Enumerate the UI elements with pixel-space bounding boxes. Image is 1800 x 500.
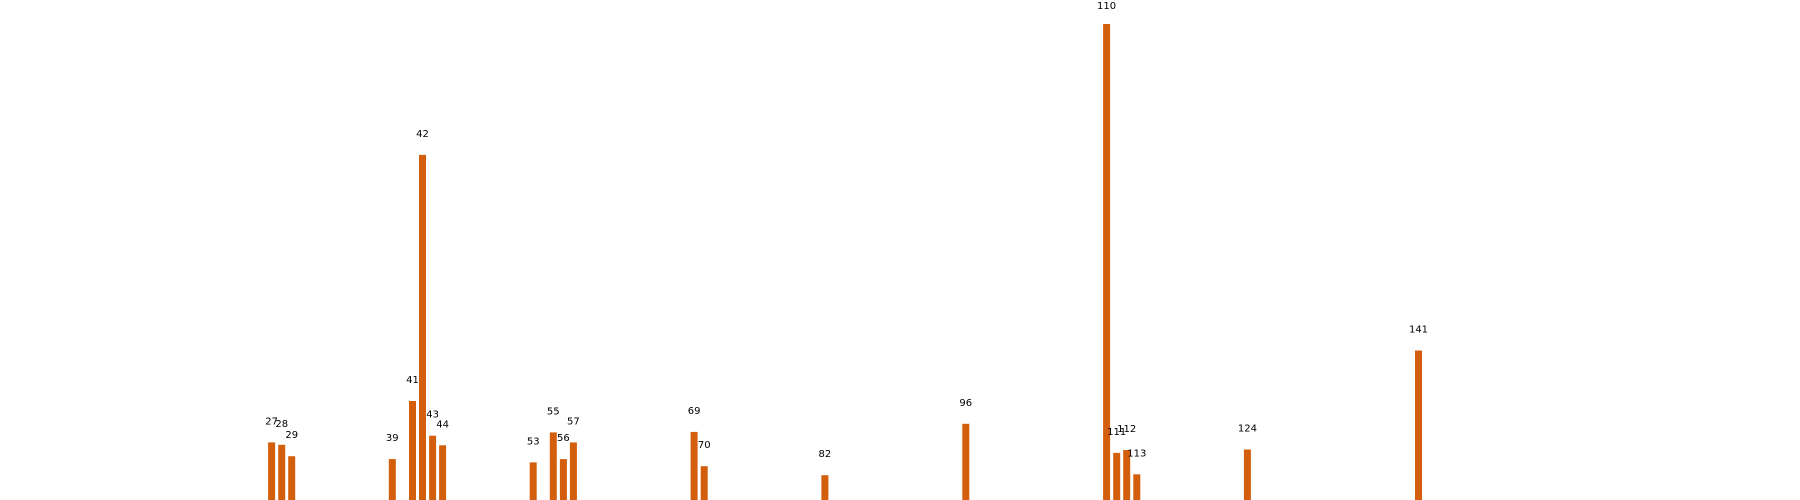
bar-57 [569, 442, 577, 500]
bar-113 [1133, 474, 1141, 500]
bar-label-82: 82 [819, 449, 832, 460]
bar-label-39: 39 [386, 433, 399, 444]
bar-82 [821, 475, 829, 500]
bar-69 [690, 431, 698, 500]
bar-label-42: 42 [416, 129, 429, 140]
bar-96 [962, 423, 970, 500]
bars-group [268, 24, 1422, 500]
bar-53 [529, 462, 537, 500]
bar-label-53: 53 [527, 436, 540, 447]
bar-label-69: 69 [688, 406, 701, 417]
bar-27 [268, 442, 276, 500]
bar-label-55: 55 [547, 406, 560, 417]
bar-label-96: 96 [959, 398, 972, 409]
bar-label-29: 29 [285, 430, 298, 441]
bar-label-44: 44 [436, 419, 449, 430]
bar-110 [1103, 24, 1111, 500]
bar-56 [559, 459, 567, 500]
bar-124 [1243, 449, 1251, 500]
bar-label-27: 27 [265, 416, 278, 427]
bar-29 [288, 456, 296, 500]
bar-43 [429, 435, 437, 500]
bar-label-124: 124 [1238, 424, 1257, 435]
bar-42 [419, 154, 426, 500]
bar-label-56: 56 [557, 433, 570, 444]
bar-label-28: 28 [275, 419, 288, 430]
bar-label-113: 113 [1127, 448, 1146, 459]
bar-70 [700, 466, 708, 500]
bar-label-57: 57 [567, 416, 580, 427]
bar-111 [1113, 452, 1121, 500]
bar-41 [409, 401, 416, 500]
bar-28 [278, 444, 286, 500]
bar-44 [439, 445, 447, 500]
bar-55 [549, 432, 557, 500]
bar-112 [1123, 450, 1131, 500]
bar-141 [1415, 350, 1422, 500]
bar-label-43: 43 [426, 410, 439, 421]
bar-label-110: 110 [1097, 1, 1116, 12]
bar-39 [388, 459, 396, 500]
bar-label-141: 141 [1409, 325, 1428, 336]
bar-label-112: 112 [1117, 424, 1136, 435]
bar-label-111: 111 [1107, 427, 1126, 438]
bar-label-70: 70 [698, 440, 711, 451]
bar-label-41: 41 [406, 375, 419, 386]
